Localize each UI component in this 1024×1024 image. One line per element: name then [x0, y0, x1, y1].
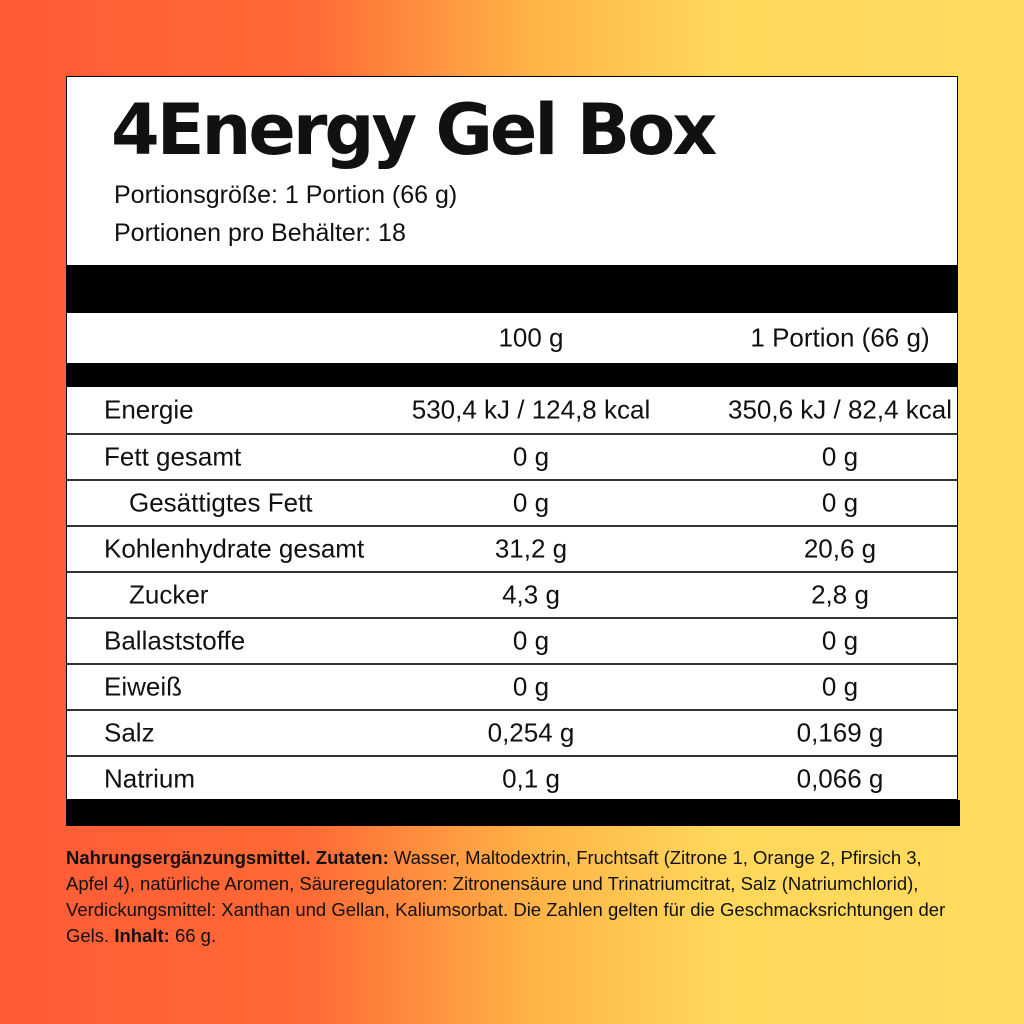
value-per-portion: 0 g: [821, 625, 859, 656]
column-header-portion: 1 Portion (66 g): [750, 322, 930, 353]
servings-per-container: Portionen pro Behälter: 18: [114, 219, 406, 247]
product-title: 4Energy Gel Box: [111, 89, 717, 171]
ingredients-lead: Nahrungsergänzungsmittel. Zutaten:: [66, 847, 389, 868]
nutrient-label: Zucker: [129, 579, 209, 610]
value-per-portion: 0 g: [821, 671, 859, 702]
nutrient-label: Fett gesamt: [104, 441, 242, 472]
value-per-portion: 20,6 g: [803, 533, 877, 564]
value-per-portion: 0 g: [821, 487, 859, 518]
nutrient-label: Kohlenhydrate gesamt: [104, 533, 365, 564]
value-per-portion: 2,8 g: [811, 579, 869, 610]
value-per-100g: 0 g: [512, 441, 550, 472]
table-row: Gesättigtes Fett 0 g 0 g: [67, 481, 957, 527]
table-row: Eiweiß 0 g 0 g: [67, 665, 957, 711]
nutrition-label: 4Energy Gel Box Portionsgröße: 1 Portion…: [66, 76, 958, 800]
value-per-100g: 0,254 g: [487, 717, 575, 748]
value-per-portion: 350,6 kJ / 82,4 kcal: [727, 394, 953, 425]
nutrient-label: Eiweiß: [104, 671, 183, 702]
serving-size: Portionsgröße: 1 Portion (66 g): [114, 181, 458, 209]
table-row: Ballaststoffe 0 g 0 g: [67, 619, 957, 665]
divider-bar: [66, 363, 958, 387]
value-per-100g: 4,3 g: [502, 579, 560, 610]
nutrient-label: Natrium: [104, 763, 196, 794]
value-per-100g: 0,1 g: [502, 763, 560, 794]
value-per-100g: 0 g: [512, 671, 550, 702]
table-row: Salz 0,254 g 0,169 g: [67, 711, 957, 757]
table-row: Zucker 4,3 g 2,8 g: [67, 573, 957, 619]
value-per-100g: 0 g: [512, 487, 550, 518]
nutrient-label: Gesättigtes Fett: [129, 487, 313, 518]
table-row: Fett gesamt 0 g 0 g: [67, 435, 957, 481]
divider-bar: [66, 265, 958, 313]
nutrient-label: Energie: [104, 394, 194, 425]
value-per-portion: 0,066 g: [796, 763, 884, 794]
value-per-100g: 31,2 g: [494, 533, 568, 564]
column-header-100g: 100 g: [498, 322, 564, 353]
table-row: Kohlenhydrate gesamt 31,2 g 20,6 g: [67, 527, 957, 573]
value-per-100g: 530,4 kJ / 124,8 kcal: [411, 394, 651, 425]
ingredients-list: Wasser, Maltodextrin, Fruchtsaft (Zitron…: [66, 847, 946, 946]
value-per-portion: 0 g: [821, 441, 859, 472]
value-per-portion: 0,169 g: [796, 717, 884, 748]
nutrient-label: Salz: [104, 717, 155, 748]
content-label: Inhalt:: [109, 925, 170, 946]
ingredients-text: Nahrungsergänzungsmittel. Zutaten: Wasse…: [66, 845, 966, 949]
value-per-100g: 0 g: [512, 625, 550, 656]
table-row: Energie 530,4 kJ / 124,8 kcal 350,6 kJ / 8…: [67, 387, 957, 435]
label-shadow: [66, 800, 960, 826]
nutrient-label: Ballaststoffe: [104, 625, 246, 656]
table-row: Natrium 0,1 g 0,066 g: [67, 757, 957, 801]
content-value: 66 g.: [169, 925, 217, 946]
table-header: 100 g 1 Portion (66 g): [67, 313, 957, 363]
